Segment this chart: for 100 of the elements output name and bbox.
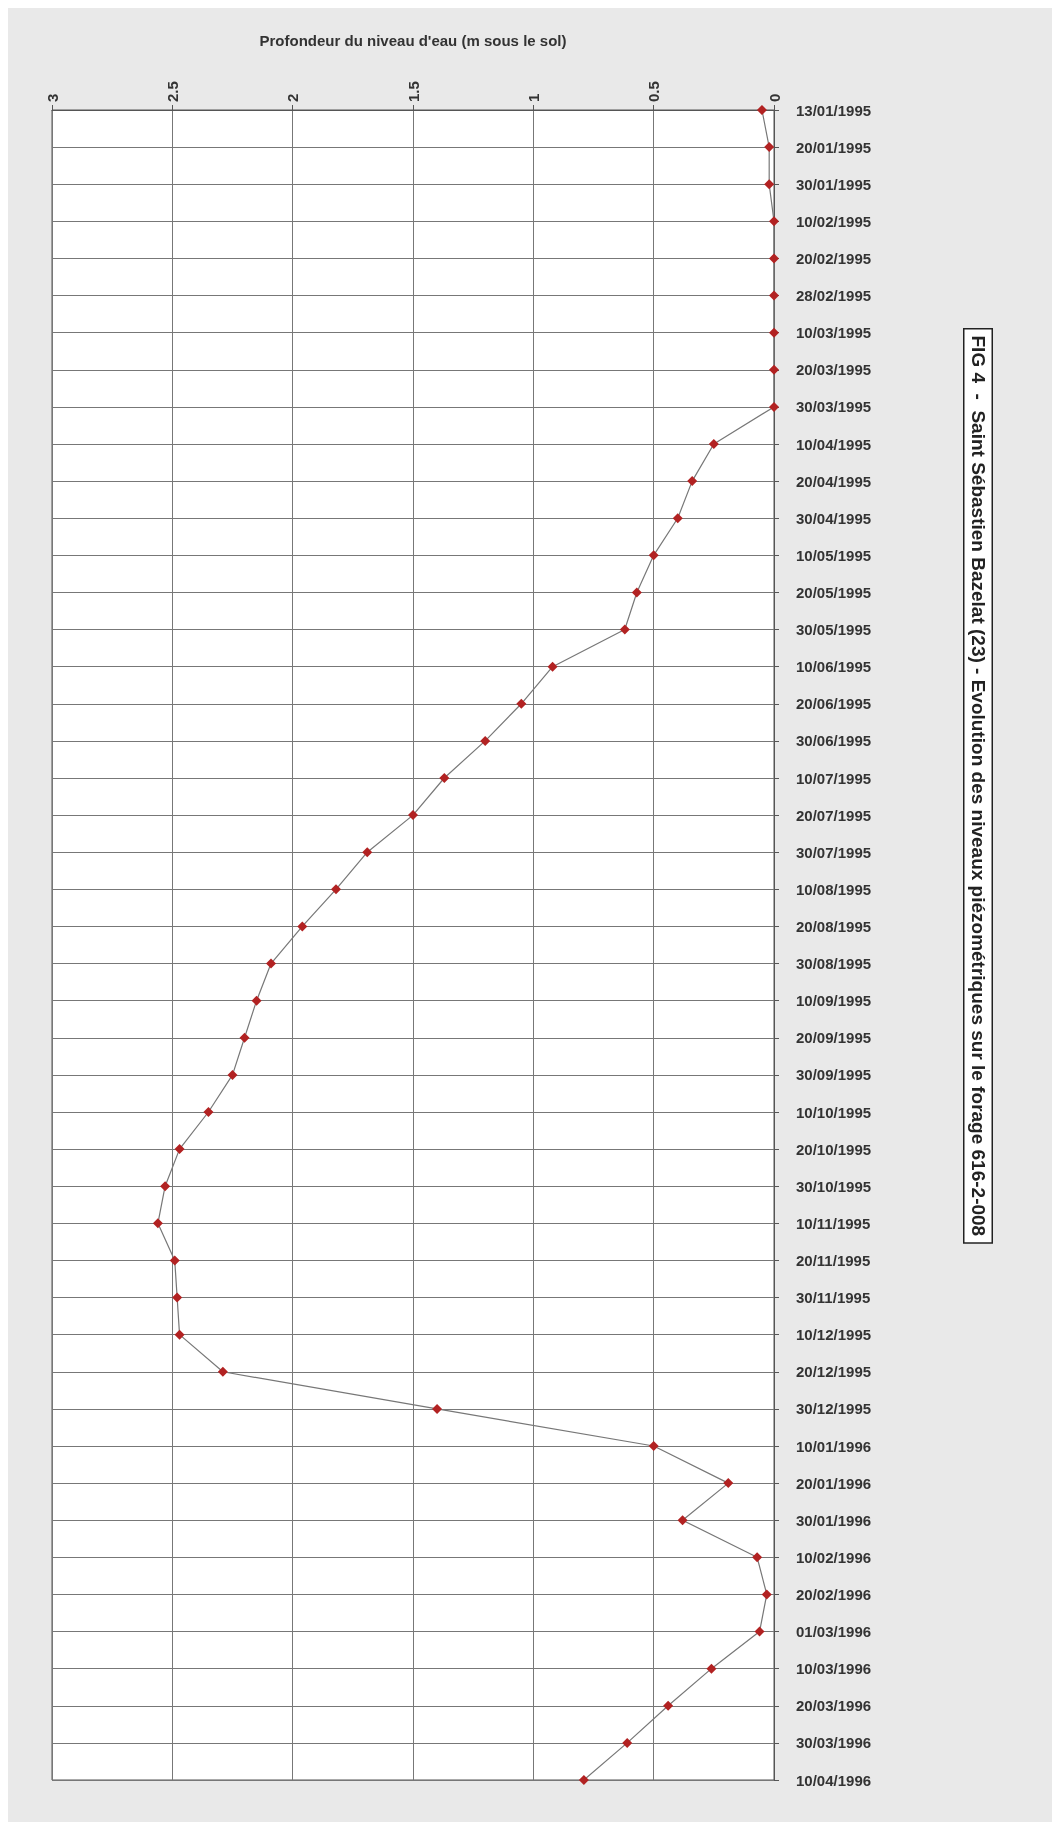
point <box>227 1069 238 1080</box>
point <box>769 290 779 301</box>
x-tick-label: 0 <box>765 93 783 102</box>
y-tick-label: 10/10/1995 <box>796 1103 872 1121</box>
y-tick-label: 30/01/1996 <box>796 1511 872 1529</box>
y-tick-label: 20/03/1995 <box>796 361 872 379</box>
point <box>172 1292 183 1303</box>
point <box>439 773 450 783</box>
y-tick-label: 20/11/1995 <box>796 1251 871 1269</box>
point <box>160 1181 171 1192</box>
y-tick-label: 30/04/1995 <box>796 509 872 527</box>
point <box>663 1700 674 1711</box>
y-tick-label: 10/11/1995 <box>796 1214 871 1232</box>
point <box>672 513 683 524</box>
y-tick-label: 30/01/1995 <box>796 175 872 193</box>
y-tick-label: 30/11/1995 <box>796 1289 871 1307</box>
y-tick-label: 20/06/1995 <box>796 695 872 713</box>
y-tick-label: 20/03/1996 <box>796 1697 872 1715</box>
point <box>578 1775 589 1785</box>
y-tick-label: 10/06/1995 <box>796 658 872 676</box>
text: FIG 4 - Saint Sébastien Bazelat (23) - Evolution des niveaux piézométriques sur le forage 616-2-008 <box>967 335 989 1237</box>
x-axis-title: Profondeur du niveau d'eau (m sous le sol) <box>259 32 567 49</box>
x-tick-label: 0.5 <box>645 81 663 102</box>
point <box>362 847 373 858</box>
point <box>769 216 779 227</box>
y-tick-label: 20/09/1995 <box>796 1029 872 1047</box>
y-tick-label: 10/02/1996 <box>796 1548 872 1566</box>
y-tick-label: 30/03/1996 <box>796 1734 872 1752</box>
y-tick-label: 20/04/1995 <box>796 472 872 490</box>
y-tick-label: 10/08/1995 <box>796 880 872 898</box>
point <box>330 884 341 895</box>
y-tick-label: 30/12/1995 <box>796 1400 872 1418</box>
point <box>677 1515 688 1526</box>
point <box>708 439 719 449</box>
y-tick-label: 20/01/1996 <box>796 1474 872 1492</box>
point <box>480 735 491 746</box>
y-tick-label: 10/03/1996 <box>796 1660 872 1678</box>
point <box>648 550 659 561</box>
point <box>764 142 775 153</box>
point <box>297 921 308 932</box>
y-tick-label: 28/02/1995 <box>796 287 872 305</box>
point <box>687 476 698 487</box>
point <box>174 1329 185 1340</box>
point <box>769 364 779 375</box>
y-tick-label: 30/08/1995 <box>796 955 872 973</box>
y-tick-label: 20/07/1995 <box>796 806 872 824</box>
point <box>217 1366 228 1377</box>
point <box>764 179 775 190</box>
y-tick-label: 10/03/1995 <box>796 324 872 342</box>
y-tick-label: 20/02/1996 <box>796 1585 872 1603</box>
point <box>203 1107 214 1117</box>
y-tick-label: 20/01/1995 <box>796 138 872 156</box>
y-tick-label: 20/02/1995 <box>796 249 872 267</box>
point <box>754 1626 765 1637</box>
y-tick-label: 30/10/1995 <box>796 1177 872 1195</box>
point <box>769 327 779 338</box>
y-tick-label: 10/02/1995 <box>796 212 872 230</box>
point <box>174 1144 185 1155</box>
point <box>761 1589 772 1600</box>
point <box>516 698 527 709</box>
y-tick-label: 10/04/1995 <box>796 435 872 453</box>
point <box>152 1218 163 1229</box>
point <box>408 810 418 821</box>
y-tick-label: 30/03/1995 <box>796 398 872 416</box>
y-tick-label: 30/06/1995 <box>796 732 872 750</box>
y-tick-label: 10/07/1995 <box>796 769 872 787</box>
x-tick-label: 3 <box>43 93 61 102</box>
y-tick-label: 30/05/1995 <box>796 621 872 639</box>
point <box>266 958 277 969</box>
y-tick-label: 30/07/1995 <box>796 843 872 861</box>
y-tick-label: 10/01/1996 <box>796 1437 872 1455</box>
y-tick-label: 30/09/1995 <box>796 1066 872 1084</box>
x-tick-label: 2.5 <box>163 81 181 102</box>
point <box>706 1663 717 1674</box>
y-tick-label: 20/12/1995 <box>796 1363 872 1381</box>
point <box>619 624 630 635</box>
x-tick-label: 1 <box>524 93 542 102</box>
point <box>769 253 779 264</box>
x-tick-label: 1.5 <box>404 81 422 102</box>
point <box>723 1478 734 1489</box>
y-tick-label: 10/09/1995 <box>796 992 872 1010</box>
y-tick-label: 10/12/1995 <box>796 1326 872 1344</box>
point <box>648 1441 659 1451</box>
y-tick-label: 10/05/1995 <box>796 546 872 564</box>
point <box>622 1737 633 1748</box>
point <box>547 661 558 672</box>
point <box>251 995 262 1006</box>
y-tick-label: 20/10/1995 <box>796 1140 872 1158</box>
point <box>239 1032 250 1043</box>
point <box>631 587 642 598</box>
point <box>752 1552 763 1563</box>
y-tick-label: 01/03/1996 <box>796 1623 872 1641</box>
point <box>769 401 779 412</box>
y-tick-label: 13/01/1995 <box>796 101 872 119</box>
y-tick-label: 20/08/1995 <box>796 917 872 935</box>
y-tick-label: 10/04/1996 <box>796 1771 872 1789</box>
point <box>169 1255 180 1266</box>
y-tick-label: 20/05/1995 <box>796 583 872 601</box>
point <box>756 105 767 115</box>
point <box>432 1403 443 1414</box>
